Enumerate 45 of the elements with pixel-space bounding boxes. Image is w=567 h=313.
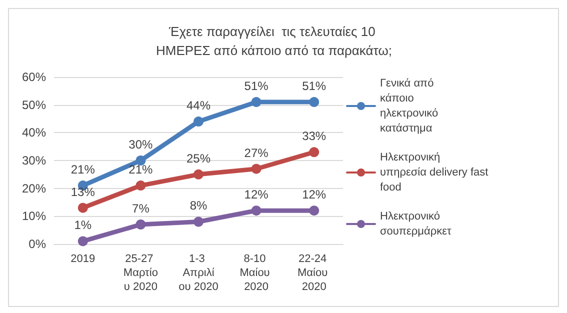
x-tick-label: 25-27 Μαρτίου 2020 [123,253,158,293]
x-tick-label: 22-24 Μαίου 2020 [298,253,331,293]
data-label: 21% [70,162,96,177]
legend-label: Γενικά από κάποιο ηλεκτρονικό κατάστημα [380,78,442,134]
point [78,236,88,246]
x-tick-label: 2019 [70,253,96,265]
y-tick-label: 60% [22,70,46,84]
data-label: 33% [302,129,326,144]
point [78,202,88,213]
data-label: 27% [244,146,269,160]
point [194,169,204,180]
y-tick-label: 0% [28,237,46,251]
data-label: 25% [186,151,211,166]
point [136,180,146,191]
data-label: 44% [186,98,211,113]
data-label: 12% [244,188,269,202]
data-label: 51% [302,79,326,94]
point [251,206,262,216]
data-label: 7% [132,202,150,216]
y-tick-label: 20% [22,181,46,196]
data-label: 8% [190,198,208,213]
data-label: 21% [128,162,154,177]
point [251,164,262,174]
point [136,156,146,166]
point [309,206,320,216]
data-label: 12% [302,188,326,202]
chart-title: Έχετε παραγγείλει τις τελευταίες 10 ΗΜΕΡΕΣ από κάποιο από τα παρακάτω; [156,24,392,58]
x-tick-label: 8-10 Μαίου 2020 [240,253,273,293]
y-tick-label: 40% [22,126,46,140]
data-label: 13% [70,184,96,199]
y-tick-label: 50% [22,98,46,112]
point [309,147,320,158]
point [309,97,320,108]
data-label: 1% [74,218,92,232]
point [251,97,262,108]
y-tick-label: 10% [22,209,46,224]
data-label: 30% [128,138,154,152]
legend-label: Ηλεκτρονικό σουπερμάρκετ [380,210,452,238]
y-tick-label: 30% [22,154,46,168]
point [136,220,146,230]
x-tick-label: 1-3 Απριλίου 2020 [178,253,218,293]
point [194,216,204,227]
data-label: 51% [244,79,269,94]
legend-label: Ηλεκτρονική υπηρεσία delivery fast food [380,152,492,194]
point [194,116,204,127]
